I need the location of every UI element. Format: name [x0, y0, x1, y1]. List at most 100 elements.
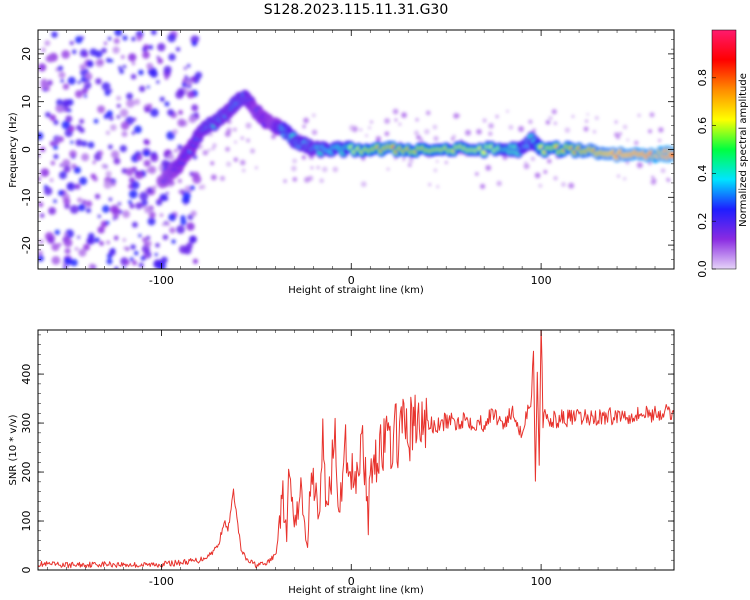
- heatmap-speckle: [105, 170, 112, 178]
- heatmap-speckle: [105, 130, 110, 135]
- heatmap-speckle: [119, 144, 127, 153]
- heatmap-speckle: [648, 129, 652, 134]
- heatmap-speckle: [242, 168, 246, 173]
- heatmap-speckle: [177, 178, 182, 184]
- heatmap-speckle: [98, 59, 104, 65]
- heatmap-speckle: [157, 42, 166, 52]
- heatmap-speckle: [191, 40, 198, 47]
- heatmap-speckle: [530, 156, 535, 161]
- heatmap-speckle: [161, 222, 166, 227]
- heatmap-speckle: [593, 130, 596, 134]
- heatmap-speckle: [109, 89, 113, 93]
- heatmap-speckle: [207, 148, 211, 152]
- heatmap-speckle: [116, 114, 121, 119]
- heatmap-speckle: [349, 124, 355, 131]
- heatmap-speckle: [148, 44, 154, 50]
- heatmap-speckle: [419, 138, 424, 142]
- heatmap-speckle: [147, 217, 156, 226]
- heatmap-speckle: [583, 126, 589, 132]
- heatmap-speckle: [425, 110, 431, 116]
- heatmap-speckle: [475, 172, 479, 176]
- heatmap-speckle: [508, 125, 514, 130]
- heatmap-speckle: [97, 214, 101, 218]
- heatmap-speckle: [416, 135, 421, 140]
- heatmap-speckle: [167, 108, 175, 116]
- heatmap-speckle: [90, 173, 97, 180]
- x-tick-label: 0: [348, 274, 355, 287]
- heatmap-speckle: [81, 87, 88, 94]
- heatmap-speckle: [192, 258, 199, 264]
- heatmap-speckle: [63, 165, 71, 173]
- heatmap-speckle: [78, 176, 88, 186]
- heatmap-speckle: [69, 40, 74, 46]
- heatmap-speckle: [433, 168, 438, 173]
- heatmap-speckle: [143, 151, 150, 157]
- heatmap-speckle: [69, 204, 79, 214]
- heatmap-speckle: [38, 177, 41, 181]
- heatmap-blobs: [38, 30, 674, 269]
- heatmap-speckle: [105, 57, 111, 63]
- heatmap-speckle: [175, 90, 184, 99]
- heatmap-speckle: [224, 131, 231, 137]
- heatmap-speckle: [140, 255, 146, 261]
- heatmap-speckle: [186, 90, 195, 99]
- heatmap-speckle: [63, 257, 73, 266]
- x-tick-label: 0: [348, 575, 355, 588]
- heatmap-speckle: [245, 122, 252, 129]
- heatmap-speckle: [302, 124, 306, 129]
- heatmap-speckle: [174, 149, 178, 153]
- heatmap-speckle: [108, 197, 113, 202]
- heatmap-speckle: [126, 92, 134, 100]
- heatmap-speckle: [524, 161, 528, 165]
- heatmap-speckle: [634, 140, 639, 146]
- y-tick-label: 200: [20, 462, 33, 483]
- heatmap-speckle: [415, 118, 419, 122]
- heatmap-speckle: [166, 131, 176, 140]
- heatmap-speckle: [87, 141, 95, 149]
- heatmap-speckle: [63, 238, 73, 248]
- heatmap-speckle: [311, 129, 318, 135]
- heatmap-speckle: [95, 78, 102, 85]
- heatmap-speckle: [67, 76, 76, 85]
- heatmap-speckle: [271, 134, 276, 140]
- colorbar-tick-label: 0.0: [696, 260, 709, 278]
- heatmap-speckle: [45, 111, 51, 118]
- heatmap-speckle: [145, 240, 152, 247]
- heatmap-speckle: [123, 246, 127, 250]
- heatmap-speckle: [186, 222, 195, 231]
- heatmap-speckle: [57, 65, 64, 72]
- heatmap-speckle: [110, 124, 117, 131]
- heatmap-speckle: [614, 132, 619, 138]
- heatmap-speckle: [182, 191, 191, 200]
- heatmap-speckle: [553, 121, 557, 125]
- heatmap-speckle: [183, 246, 192, 255]
- heatmap-speckle: [553, 176, 558, 181]
- heatmap-speckle: [55, 104, 65, 113]
- heatmap-speckle: [131, 61, 135, 66]
- heatmap-speckle: [38, 63, 47, 72]
- heatmap-speckle: [146, 187, 153, 194]
- heatmap-speckle: [94, 237, 100, 243]
- heatmap-speckle: [47, 236, 55, 244]
- heatmap-speckle: [518, 126, 525, 132]
- y-tick-label: 10: [20, 95, 33, 109]
- heatmap-speckle: [116, 95, 122, 101]
- heatmap-speckle: [436, 185, 440, 188]
- heatmap-speckle: [401, 112, 407, 118]
- heatmap-speckle: [51, 31, 58, 38]
- heatmap-speckle: [183, 66, 187, 70]
- heatmap-speckle: [185, 78, 193, 86]
- heatmap-speckle: [172, 129, 178, 135]
- heatmap-speckle: [157, 58, 164, 64]
- heatmap-speckle: [53, 144, 59, 150]
- heatmap-speckle: [97, 226, 105, 234]
- heatmap-speckle: [109, 205, 119, 214]
- heatmap-speckle: [168, 213, 177, 222]
- heatmap-speckle: [292, 158, 297, 164]
- heatmap-speckle: [142, 51, 150, 58]
- heatmap-speckle: [110, 150, 120, 159]
- heatmap-speckle: [61, 49, 71, 59]
- heatmap-speckle: [561, 182, 566, 187]
- heatmap-speckle: [50, 160, 56, 166]
- heatmap-speckle: [548, 115, 553, 121]
